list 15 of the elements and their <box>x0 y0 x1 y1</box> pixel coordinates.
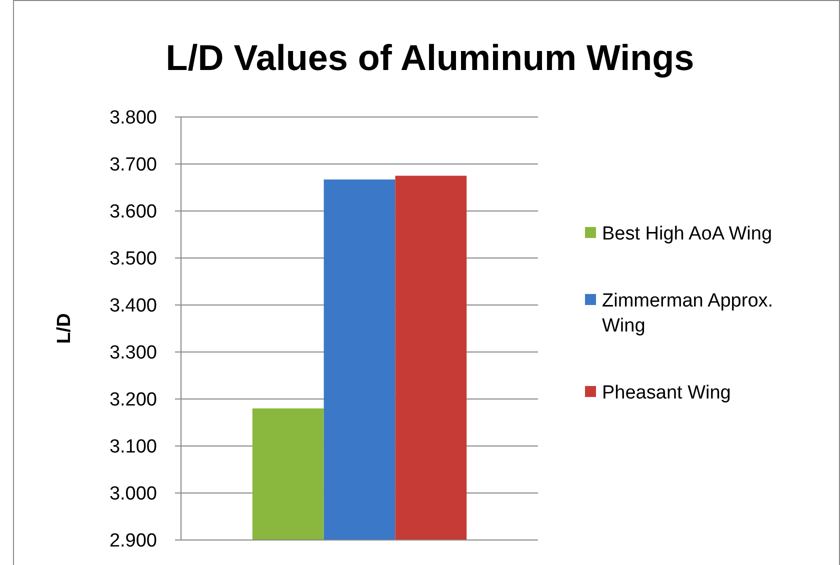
y-tick-label: 3.800 <box>109 108 157 129</box>
y-axis-title: L/D <box>54 313 75 344</box>
y-tick-label: 3.400 <box>109 296 157 317</box>
chart-title: L/D Values of Aluminum Wings <box>166 37 694 78</box>
y-tick-label: 3.300 <box>109 342 157 364</box>
legend-label: Zimmerman Approx. Wing <box>602 290 774 336</box>
y-tick-label: 3.200 <box>109 390 157 411</box>
y-tick-label: 3.600 <box>109 202 157 223</box>
legend-label: Best High AoA Wing <box>602 224 772 245</box>
y-tick-label: 3.700 <box>109 154 157 176</box>
legend-label: Pheasant Wing <box>602 382 731 404</box>
y-tick-label: 3.500 <box>109 248 157 270</box>
y-tick-label: 3.100 <box>109 436 157 458</box>
y-tick-label: 3.000 <box>109 484 157 505</box>
y-tick-label: 2.900 <box>109 530 157 552</box>
